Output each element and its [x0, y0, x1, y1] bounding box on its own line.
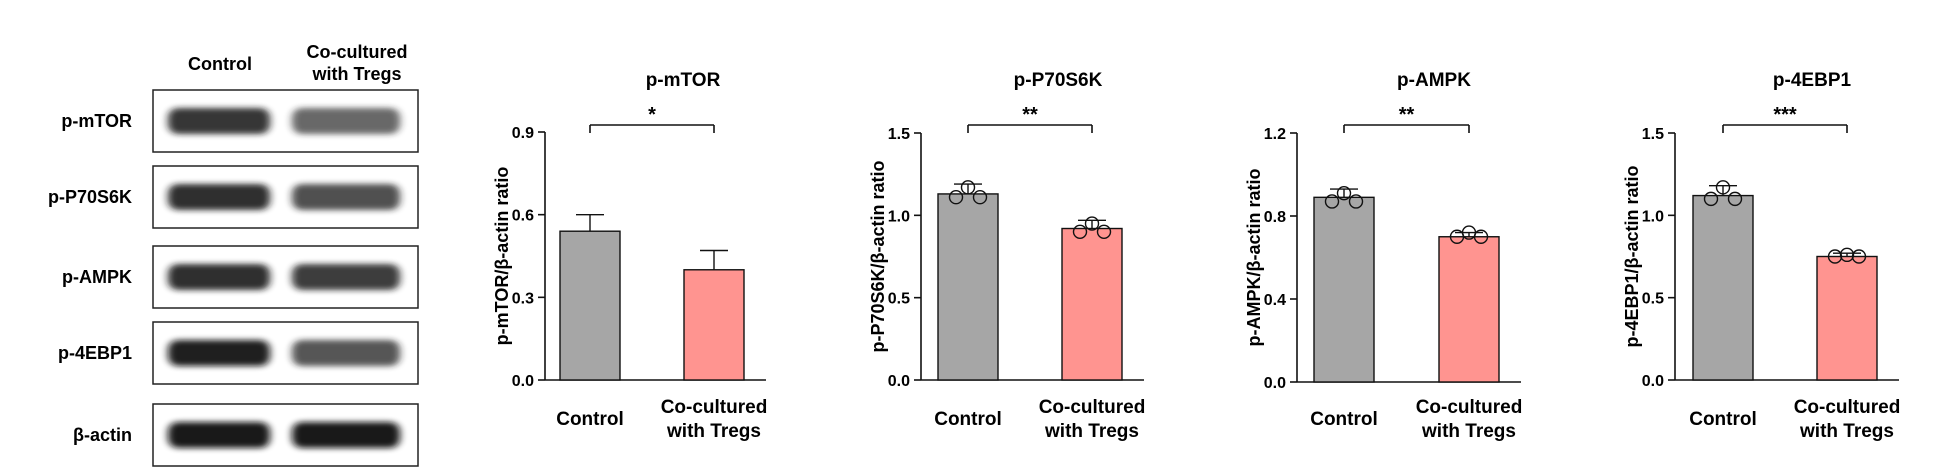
category-label-treated-line1: Co-cultured — [1794, 397, 1901, 418]
y-tick-label: 0.8 — [1264, 209, 1286, 226]
data-point — [1072, 224, 1088, 240]
blot-column-control: Control — [188, 54, 252, 74]
blot-row-3: p-AMPK — [62, 245, 419, 309]
bar-control — [559, 230, 621, 381]
blot-band-treated — [292, 184, 400, 210]
blot-row-label: p-4EBP1 — [58, 343, 132, 363]
bar-control — [1692, 194, 1754, 381]
chart-title: p-AMPK — [1397, 70, 1471, 91]
bar-treated — [683, 269, 745, 381]
data-point — [1324, 194, 1340, 209]
y-tick-label: 0.0 — [1264, 375, 1286, 392]
y-tick-label: 0.0 — [1642, 373, 1664, 390]
blot-column-cocultured-line1: Co-cultured — [307, 42, 408, 62]
blot-row-4: p-4EBP1 — [58, 321, 419, 385]
chart-title: p-4EBP1 — [1773, 70, 1852, 91]
category-label-control: Control — [934, 409, 1002, 430]
category-label-treated-line2: with Tregs — [1799, 421, 1894, 442]
blot-band-control — [168, 340, 270, 366]
bar-control — [937, 193, 999, 381]
blot-band-control — [168, 184, 270, 210]
category-label-control: Control — [1310, 409, 1378, 430]
y-tick-label: 0.9 — [512, 125, 534, 142]
blot-band-control — [168, 264, 270, 290]
y-axis-label: p-P70S6K/β-actin ratio — [868, 160, 888, 352]
data-point — [1096, 224, 1112, 240]
bar-treated — [1438, 236, 1500, 383]
y-tick-label: 0.3 — [512, 290, 534, 307]
chart-4: p-4EBP1 p-4EBP1/β-actin ratio 0.0 0.5 1.0 1.5… — [1622, 70, 1900, 442]
y-tick-label: 1.0 — [1642, 208, 1664, 225]
data-point — [1084, 216, 1100, 231]
data-point — [1839, 247, 1855, 263]
y-tick-label: 1.0 — [888, 208, 910, 225]
y-tick-label: 0.0 — [512, 373, 534, 390]
blot-row-5: β-actin — [73, 403, 419, 467]
blot-row-label: p-AMPK — [62, 267, 132, 287]
blot-row-label: p-mTOR — [61, 111, 132, 131]
y-axis-label: p-AMPK/β-actin ratio — [1244, 169, 1264, 347]
y-axis-label: p-mTOR/β-actin ratio — [492, 167, 512, 346]
y-tick-label: 0.5 — [1642, 291, 1664, 308]
data-point — [972, 190, 988, 205]
blot-band-treated — [292, 264, 400, 290]
bar-treated — [1061, 227, 1123, 381]
data-point — [1348, 194, 1364, 209]
western-blot-panel: Control Co-cultured with Tregs p-mTOR p-P… — [48, 42, 419, 467]
blot-rows: p-mTOR p-P70S6K p-AMPK p-4EBP1 β-actin — [48, 89, 419, 467]
data-point — [1851, 249, 1867, 264]
category-label-treated-line2: with Tregs — [1044, 421, 1139, 442]
significance-label: ** — [1022, 104, 1038, 126]
category-label-treated-line1: Co-cultured — [1416, 397, 1523, 418]
data-point — [948, 190, 964, 205]
y-tick-label: 1.2 — [1264, 126, 1286, 143]
category-label-treated-line2: with Tregs — [1421, 421, 1516, 442]
data-point — [1715, 180, 1731, 195]
blot-row-2: p-P70S6K — [48, 165, 419, 229]
data-point — [1703, 191, 1719, 207]
data-point — [1727, 191, 1743, 207]
blot-row-1: p-mTOR — [61, 89, 419, 153]
chart-title: p-mTOR — [646, 70, 721, 91]
data-point — [1336, 185, 1352, 201]
category-label-treated-line2: with Tregs — [666, 421, 761, 442]
blot-band-control — [168, 108, 270, 134]
blot-row-label: β-actin — [73, 425, 132, 445]
blot-band-treated — [292, 108, 400, 134]
bar-control — [1313, 196, 1375, 383]
blot-column-cocultured-line2: with Tregs — [311, 64, 401, 84]
y-tick-label: 1.5 — [1642, 126, 1664, 143]
chart-title: p-P70S6K — [1014, 70, 1103, 91]
blot-band-control — [168, 422, 270, 448]
blot-band-treated — [292, 422, 400, 448]
blot-row-label: p-P70S6K — [48, 187, 132, 207]
chart-1: p-mTOR p-mTOR/β-actin ratio 0.0 0.3 0.6 0.9 * C… — [492, 70, 767, 442]
data-point — [960, 180, 976, 195]
category-label-control: Control — [1689, 409, 1757, 430]
significance-label: ** — [1399, 104, 1415, 126]
data-point — [1449, 229, 1465, 244]
significance-label: *** — [1773, 104, 1797, 126]
bar-charts: p-mTOR p-mTOR/β-actin ratio 0.0 0.3 0.6 0.9 * C… — [492, 70, 1900, 442]
bar-treated — [1816, 255, 1878, 381]
y-tick-label: 0.0 — [888, 373, 910, 390]
data-point — [1827, 249, 1843, 264]
y-tick-label: 0.6 — [512, 208, 534, 225]
category-label-control: Control — [556, 409, 624, 430]
significance-label: * — [648, 104, 656, 126]
y-tick-label: 1.5 — [888, 126, 910, 143]
data-point — [1473, 229, 1489, 244]
y-axis-label: p-4EBP1/β-actin ratio — [1622, 165, 1642, 347]
category-label-treated-line1: Co-cultured — [1039, 397, 1146, 418]
y-tick-label: 0.5 — [888, 291, 910, 308]
chart-2: p-P70S6K p-P70S6K/β-actin ratio 0.0 0.5 1.0 1… — [868, 70, 1145, 442]
chart-3: p-AMPK p-AMPK/β-actin ratio 0.0 0.4 0.8 1.2 **… — [1244, 70, 1522, 442]
blot-band-treated — [292, 340, 400, 366]
category-label-treated-line1: Co-cultured — [661, 397, 768, 418]
y-tick-label: 0.4 — [1264, 292, 1286, 309]
